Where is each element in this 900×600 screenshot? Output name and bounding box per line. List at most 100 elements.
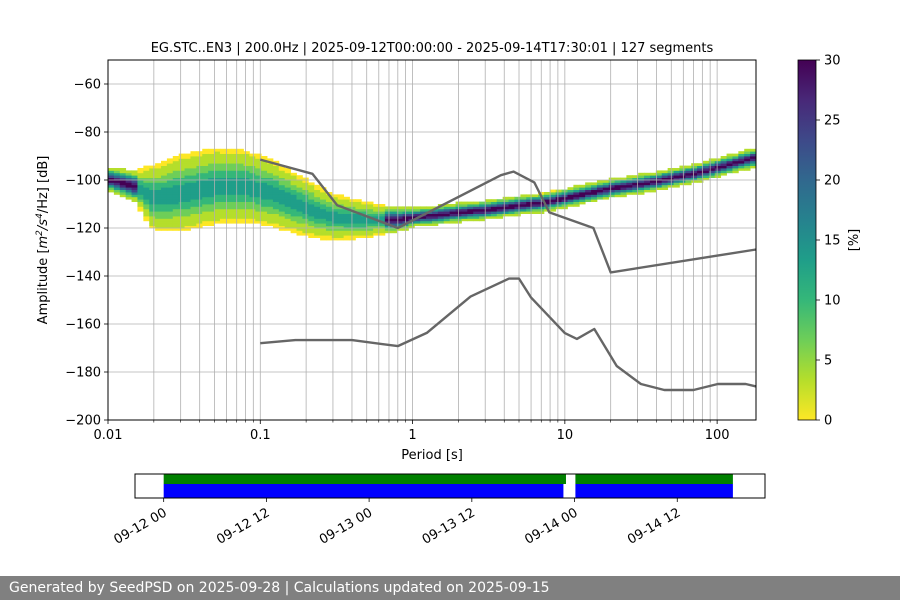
- heatmap-cell: [390, 213, 398, 217]
- heatmap-cell: [331, 194, 339, 198]
- heatmap-cell: [178, 228, 185, 231]
- heatmap-cell: [143, 208, 150, 212]
- heatmap-cell: [685, 182, 692, 186]
- heatmap-cell: [367, 218, 374, 222]
- heatmap-cell: [479, 204, 486, 207]
- heatmap-cell: [190, 156, 197, 159]
- heatmap-cell: [396, 211, 403, 214]
- heatmap-cell: [272, 204, 280, 207]
- heatmap-cell: [261, 156, 268, 159]
- heatmap-cell: [202, 216, 209, 219]
- heatmap-cell: [514, 196, 521, 200]
- heatmap-cell: [667, 170, 674, 174]
- heatmap-cell: [137, 182, 144, 186]
- heatmap-cell: [296, 216, 303, 219]
- heatmap-cell: [161, 170, 168, 174]
- heatmap-cell: [272, 189, 280, 193]
- heatmap-cell: [526, 196, 533, 200]
- heatmap-cell: [243, 160, 250, 164]
- heatmap-cell: [214, 216, 221, 219]
- heatmap-cell: [278, 223, 286, 226]
- heatmap-cell: [255, 180, 262, 183]
- heatmap-cell: [290, 225, 297, 229]
- heatmap-cell: [155, 170, 162, 174]
- heatmap-cell: [626, 177, 633, 181]
- heatmap-cell: [249, 220, 256, 224]
- heatmap-cell: [190, 211, 197, 214]
- footer-bar: Generated by SeedPSD on 2025-09-28 | Cal…: [0, 576, 900, 600]
- heatmap-cell: [308, 189, 315, 193]
- heatmap-cell: [679, 168, 686, 171]
- heatmap-cell: [125, 172, 132, 176]
- heatmap-cell: [267, 180, 274, 183]
- heatmap-cell: [267, 163, 274, 166]
- heatmap-cell: [208, 220, 215, 224]
- heatmap-cell: [143, 213, 150, 217]
- heatmap-cell: [137, 192, 144, 195]
- heatmap-cell: [343, 199, 350, 202]
- heatmap-cell: [596, 189, 604, 193]
- heatmap-cell: [467, 216, 474, 219]
- heatmap-cell: [155, 211, 162, 214]
- heatmap-cell: [178, 182, 185, 186]
- heatmap-cell: [149, 180, 156, 183]
- heatmap-cell: [679, 177, 686, 181]
- heatmap-cell: [255, 187, 262, 190]
- heatmap-cell: [384, 208, 392, 212]
- y-axis-title-sup2: 4: [35, 213, 45, 219]
- heatmap-cell: [614, 187, 621, 190]
- heatmap-cell: [125, 182, 132, 186]
- heatmap-cell: [320, 208, 327, 212]
- heatmap-cell: [249, 175, 256, 178]
- heatmap-cell: [697, 165, 704, 169]
- heatmap-cell: [278, 192, 286, 195]
- heatmap-cell: [549, 201, 557, 205]
- heatmap-cell: [308, 182, 315, 186]
- heatmap-cell: [137, 201, 144, 205]
- heatmap-cell: [166, 225, 174, 229]
- heatmap-cell: [732, 158, 739, 162]
- heatmap-cell: [296, 213, 303, 217]
- heatmap-cell: [178, 192, 185, 195]
- heatmap-cell: [284, 228, 292, 231]
- heatmap-cell: [161, 182, 168, 186]
- heatmap-cell: [296, 232, 303, 236]
- heatmap-cell: [214, 170, 221, 174]
- heatmap-cell: [237, 180, 244, 183]
- heatmap-cell: [284, 192, 292, 195]
- heatmap-cell: [378, 216, 386, 219]
- heatmap-cell: [296, 175, 303, 178]
- heatmap-cell: [249, 184, 256, 188]
- heatmap-cell: [137, 196, 144, 200]
- heatmap-cell: [349, 228, 356, 231]
- heatmap-cell: [208, 170, 215, 174]
- heatmap-cell: [261, 160, 268, 164]
- heatmap-cell: [714, 158, 722, 162]
- heatmap-cell: [355, 220, 362, 224]
- heatmap-cell: [461, 218, 468, 222]
- heatmap-cell: [184, 192, 191, 195]
- heatmap-cell: [490, 213, 498, 217]
- heatmap-cell: [284, 182, 292, 186]
- heatmap-cell: [137, 180, 144, 183]
- heatmap-cell: [732, 163, 739, 166]
- heatmap-cell: [290, 175, 297, 178]
- heatmap-cell: [337, 232, 345, 236]
- heatmap-cell: [202, 192, 209, 195]
- heatmap-cell: [208, 201, 215, 205]
- heatmap-cell: [337, 211, 345, 214]
- heatmap-cell: [720, 156, 727, 159]
- heatmap-cell: [390, 223, 398, 226]
- heatmap-cell: [378, 206, 386, 210]
- heatmap-cell: [202, 175, 209, 178]
- heatmap-cell: [661, 182, 669, 186]
- heatmap-cell: [384, 211, 392, 214]
- heatmap-cell: [243, 213, 250, 217]
- heatmap-cell: [208, 182, 215, 186]
- heatmap-cell: [520, 204, 527, 207]
- heatmap-cell: [278, 213, 286, 217]
- heatmap-cell: [596, 196, 604, 200]
- heatmap-cell: [237, 160, 244, 164]
- heatmap-cell: [143, 175, 150, 178]
- heatmap-cell: [225, 172, 233, 176]
